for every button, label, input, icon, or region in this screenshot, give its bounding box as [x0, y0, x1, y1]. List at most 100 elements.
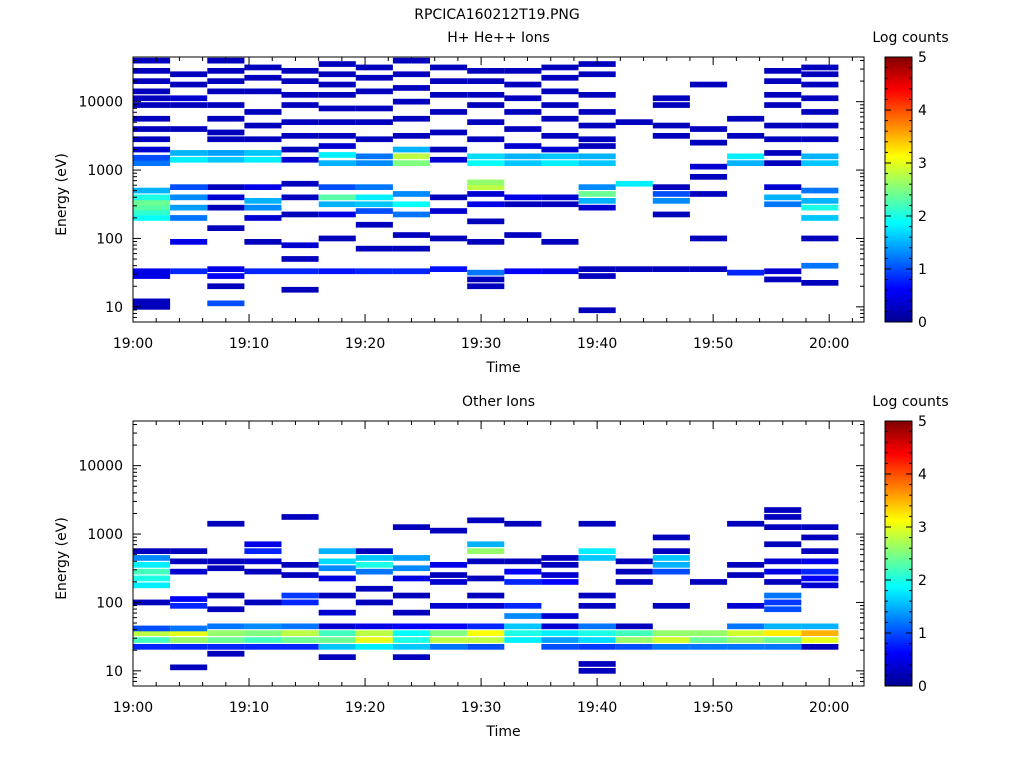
colorbar-tick-label: 2: [918, 573, 927, 589]
heatmap-cell: [615, 558, 653, 565]
heatmap-cell: [578, 204, 616, 211]
heatmap-cell: [133, 88, 171, 95]
heatmap-cell: [133, 582, 171, 589]
heatmap-cell: [467, 644, 505, 650]
heatmap-cell: [430, 644, 468, 650]
y-tick-label: 1000: [87, 527, 123, 543]
heatmap-cell: [801, 235, 839, 242]
heatmap-cell: [318, 575, 356, 582]
heatmap-cell: [133, 575, 171, 582]
heatmap-cell: [281, 119, 319, 125]
heatmap-cell: [355, 623, 393, 630]
heatmap-cell: [281, 268, 319, 275]
heatmap-cell: [281, 637, 319, 643]
heatmap-cell: [281, 146, 319, 153]
heatmap-cell: [801, 71, 839, 78]
heatmap-cell: [504, 579, 542, 585]
heatmap-cell: [207, 623, 245, 630]
heatmap-cell: [578, 122, 616, 129]
heatmap-cell: [541, 268, 579, 275]
heatmap-cell: [504, 143, 542, 149]
heatmap-cell: [467, 92, 505, 98]
figure-title: RPCICA160212T19.PNG: [414, 7, 579, 23]
heatmap-cell: [133, 273, 171, 279]
heatmap-cell: [392, 211, 430, 218]
heatmap-cell: [170, 150, 208, 156]
heatmap-cell: [727, 520, 765, 527]
heatmap-cell: [244, 623, 282, 630]
heatmap-cell: [430, 562, 468, 568]
heatmap-cell: [652, 644, 690, 650]
x-tick-label: 19:20: [345, 700, 385, 716]
heatmap-cell: [801, 136, 839, 143]
colorbar-tick-label: 5: [918, 414, 927, 430]
heatmap-cell: [244, 64, 282, 71]
heatmap-cell: [207, 102, 245, 108]
heatmap-cell: [541, 572, 579, 578]
heatmap-cell: [467, 136, 505, 143]
heatmap-cell: [133, 268, 171, 275]
heatmap-cell: [578, 266, 616, 272]
heatmap-cell: [355, 599, 393, 606]
heatmap-cell: [578, 109, 616, 115]
heatmap-cell: [467, 637, 505, 643]
heatmap-cell: [170, 126, 208, 132]
heatmap-cell: [392, 71, 430, 78]
heatmap-cell: [541, 623, 579, 630]
heatmap-cell: [207, 150, 245, 156]
heatmap-cell: [133, 644, 171, 650]
heatmap-cell: [430, 208, 468, 214]
heatmap-cell: [244, 637, 282, 643]
heatmap-cell: [578, 92, 616, 98]
heatmap-cell: [615, 579, 653, 585]
heatmap-cell: [281, 599, 319, 606]
colorbar-tick-label: 3: [918, 156, 927, 172]
heatmap-cell: [430, 92, 468, 98]
heatmap-cell: [244, 122, 282, 129]
heatmap-cell: [207, 300, 245, 307]
heatmap-cell: [355, 119, 393, 125]
heatmap-cell: [690, 266, 728, 272]
heatmap-cell: [133, 95, 171, 102]
heatmap-cell: [504, 201, 542, 208]
heatmap-cell: [764, 268, 802, 275]
heatmap-cell: [652, 211, 690, 218]
heatmap-cell: [652, 95, 690, 102]
heatmap-cell: [801, 568, 839, 575]
heatmap-cell: [318, 630, 356, 636]
heatmap-cell: [281, 102, 319, 108]
heatmap-cell: [801, 630, 839, 636]
x-tick-label: 19:10: [229, 700, 269, 716]
heatmap-cell: [318, 558, 356, 565]
heatmap-cells: [133, 507, 839, 674]
heatmap-cell: [318, 133, 356, 139]
heatmap-cell: [467, 603, 505, 609]
panel-title: Other Ions: [462, 394, 535, 410]
heatmap-cell: [578, 548, 616, 554]
heatmap-cell: [652, 637, 690, 643]
heatmap-cell: [244, 268, 282, 275]
heatmap-cell: [170, 596, 208, 602]
heatmap-cell: [801, 153, 839, 160]
plot-frame: [132, 56, 865, 323]
heatmap-cell: [281, 180, 319, 187]
heatmap-cell: [801, 623, 839, 630]
heatmap-cell: [652, 630, 690, 636]
heatmap-cell: [392, 623, 430, 630]
heatmap-cell: [244, 74, 282, 81]
colorbar: Log counts 0 1 2 3 4 5: [872, 394, 948, 695]
heatmap-cell: [318, 81, 356, 88]
heatmap-cell: [727, 644, 765, 650]
heatmap-cell: [690, 163, 728, 170]
x-tick-label: 19:50: [693, 336, 733, 352]
heatmap-cell: [133, 102, 171, 108]
heatmap-cell: [541, 637, 579, 643]
colorbar-tick-label: 4: [918, 103, 927, 119]
heatmap-cell: [244, 548, 282, 554]
heatmap-cell: [578, 160, 616, 166]
heatmap-cell: [764, 507, 802, 513]
heatmap-cell: [392, 98, 430, 105]
heatmap-cell: [430, 572, 468, 578]
colorbar-tick-label: 0: [918, 679, 927, 695]
heatmap-cell: [541, 88, 579, 95]
